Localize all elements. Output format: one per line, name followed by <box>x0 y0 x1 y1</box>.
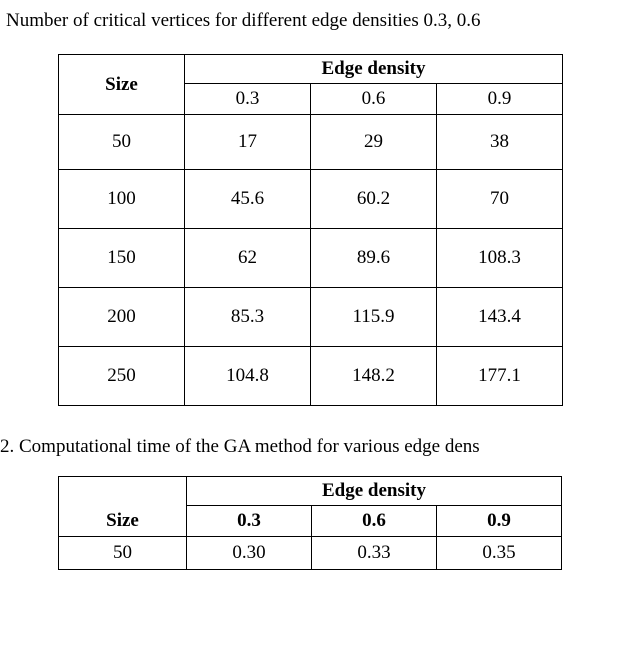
table1-density-header: Edge density <box>185 55 563 84</box>
table1-cell-0-0: 17 <box>185 115 311 170</box>
table2-col-1: 0.6 <box>312 506 437 537</box>
table1-cell-3-1: 115.9 <box>311 288 437 347</box>
table1-cell-3-0: 85.3 <box>185 288 311 347</box>
table1-cell-2-2: 108.3 <box>437 229 563 288</box>
table1-cell-3-2: 143.4 <box>437 288 563 347</box>
table1: Size Edge density 0.3 0.6 0.9 50 17 29 3… <box>58 54 563 406</box>
table1-size-header: Size <box>59 55 185 115</box>
table2-density-header: Edge density <box>187 477 562 506</box>
table1-cell-4-0: 104.8 <box>185 347 311 406</box>
table1-cell-0-2: 38 <box>437 115 563 170</box>
table1-size-0: 50 <box>59 115 185 170</box>
table1-col-2: 0.9 <box>437 84 563 115</box>
table1-cell-1-2: 70 <box>437 170 563 229</box>
table1-size-4: 250 <box>59 347 185 406</box>
table2-size-0: 50 <box>59 537 187 570</box>
table1-cell-4-2: 177.1 <box>437 347 563 406</box>
table1-cell-1-1: 60.2 <box>311 170 437 229</box>
table2-caption: 2. Computational time of the GA method f… <box>0 436 634 458</box>
table2-cell-0-2: 0.35 <box>437 537 562 570</box>
table1-cell-2-1: 89.6 <box>311 229 437 288</box>
table1-cell-4-1: 148.2 <box>311 347 437 406</box>
table2-cell-0-0: 0.30 <box>187 537 312 570</box>
table1-cell-0-1: 29 <box>311 115 437 170</box>
table1-size-3: 200 <box>59 288 185 347</box>
table1-size-2: 150 <box>59 229 185 288</box>
table1-cell-1-0: 45.6 <box>185 170 311 229</box>
table2-size-header: Size <box>59 477 187 537</box>
table1-size-1: 100 <box>59 170 185 229</box>
table2-cell-0-1: 0.33 <box>312 537 437 570</box>
table1-col-0: 0.3 <box>185 84 311 115</box>
table2-col-0: 0.3 <box>187 506 312 537</box>
table1-cell-2-0: 62 <box>185 229 311 288</box>
table1-caption: Number of critical vertices for differen… <box>6 10 634 32</box>
table1-col-1: 0.6 <box>311 84 437 115</box>
table2-col-2: 0.9 <box>437 506 562 537</box>
table2: Size Edge density 0.3 0.6 0.9 50 0.30 0.… <box>58 476 562 570</box>
